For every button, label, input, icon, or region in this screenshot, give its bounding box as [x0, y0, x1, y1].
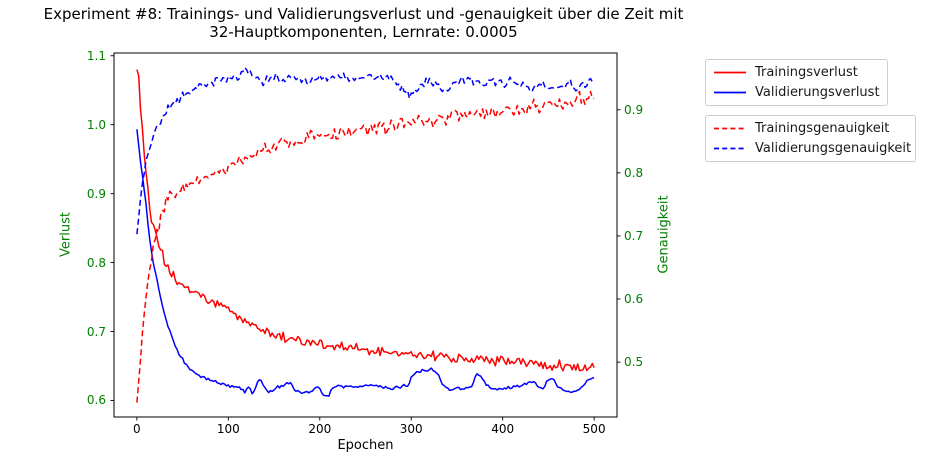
- y-axis-label-right: Genauigkeit: [656, 195, 672, 274]
- chart-title-line1: Experiment #8: Trainings- und Validierun…: [43, 5, 684, 23]
- x-tick-label: 500: [582, 422, 606, 436]
- x-tick-label: 400: [491, 422, 515, 436]
- legend-label: Trainingsgenauigkeit: [755, 121, 890, 137]
- y-tick-label-left: 0.8: [86, 255, 106, 270]
- y-tick-label-right: 0.8: [624, 165, 644, 180]
- legend-accuracy: Trainingsgenauigkeit Validierungsgenauig…: [705, 115, 916, 162]
- y-tick-label-right: 0.5: [624, 355, 644, 370]
- y-tick-label-left: 1.0: [86, 117, 106, 132]
- legend-item-trainingsgenauigkeit: Trainingsgenauigkeit: [713, 119, 907, 139]
- legend-item-trainingsverlust: Trainingsverlust: [713, 63, 879, 83]
- legend-line-dashed-red: [714, 127, 746, 130]
- series-line-validierungsverlust: [136, 129, 595, 397]
- y-tick-label-right: 0.9: [624, 102, 644, 117]
- x-tick-label: 300: [399, 422, 423, 436]
- x-axis-label: Epochen: [337, 438, 394, 453]
- legend-line-solid-blue: [714, 91, 746, 94]
- y-axis-label-left: Verlust: [58, 212, 74, 257]
- x-tick-label: 0: [133, 422, 141, 436]
- series-line-validierungsgenauigkeit: [136, 66, 595, 235]
- series-line-trainingsgenauigkeit: [136, 90, 595, 403]
- x-tick-label: 100: [216, 422, 240, 436]
- legend-item-validierungsverlust: Validierungsverlust: [713, 83, 880, 103]
- series-line-trainingsverlust: [136, 69, 595, 372]
- legend-item-validierungsgenauigkeit: Validierungsgenauigkeit: [713, 139, 911, 159]
- chart-title-line2: 32-Hauptkomponenten, Lernrate: 0.0005: [209, 23, 518, 41]
- legend-loss: Trainingsverlust Validierungsverlust: [705, 59, 888, 106]
- legend-line-dashed-blue: [714, 147, 746, 150]
- y-tick-label-right: 0.7: [624, 228, 644, 243]
- y-tick-label-left: 0.7: [86, 324, 106, 339]
- legend-line-solid-red: [714, 71, 746, 74]
- y-tick-label-left: 0.9: [86, 186, 106, 201]
- legend-label: Trainingsverlust: [755, 65, 858, 81]
- chart-title: Experiment #8: Trainings- und Validierun…: [0, 5, 727, 41]
- legend-label: Validierungsverlust: [755, 84, 880, 100]
- x-tick-label: 200: [308, 422, 332, 436]
- y-tick-label-left: 1.1: [86, 48, 106, 63]
- y-tick-label-right: 0.6: [624, 292, 644, 307]
- legend-label: Validierungsgenauigkeit: [755, 140, 912, 156]
- y-tick-label-left: 0.6: [86, 393, 106, 408]
